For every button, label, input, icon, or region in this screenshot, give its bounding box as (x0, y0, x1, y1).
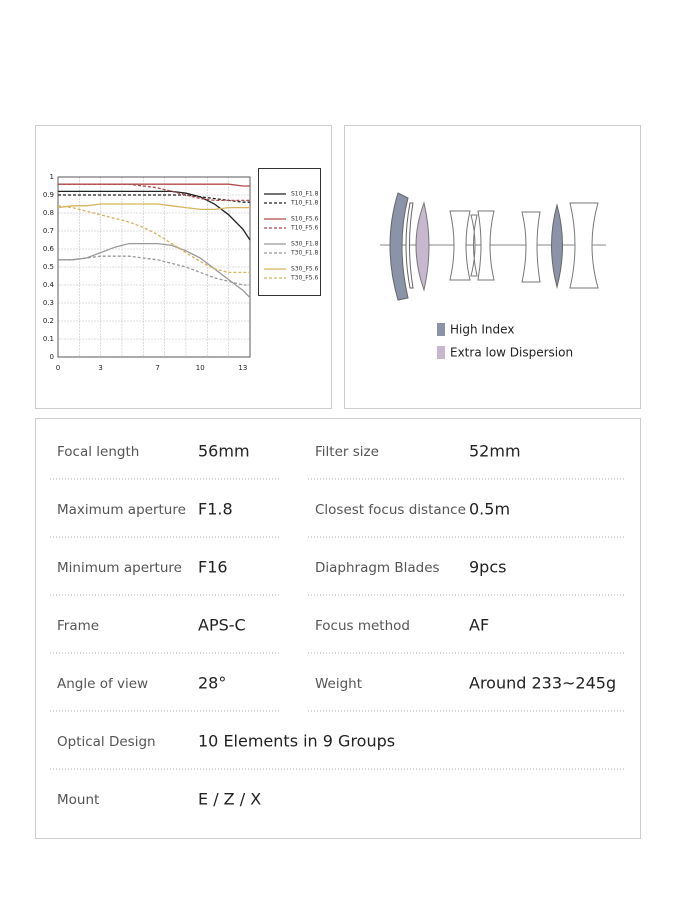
y-tick-label: 0.3 (43, 299, 54, 307)
x-tick-label: 10 (196, 364, 205, 372)
legend-label: S30_F1.8 (291, 241, 319, 248)
x-tick-label: 7 (155, 364, 159, 372)
lens-panel (344, 125, 641, 409)
legend-label: Extra low Dispersion (450, 346, 573, 360)
low-dispersion-element (415, 201, 430, 292)
lens-diagram: High Index Extra low Dispersion (380, 192, 606, 360)
spec-label: Diaphragm Blades (315, 560, 440, 576)
y-tick-label: 0.2 (43, 317, 54, 325)
series-line (58, 194, 250, 203)
spec-value: 0.5m (469, 500, 510, 519)
spec-value: 9pcs (469, 558, 506, 577)
spec-value: 56mm (198, 442, 250, 461)
series-line (57, 205, 250, 274)
legend-label: S10_F5.6 (291, 216, 319, 223)
spec-label: Optical Design (57, 734, 156, 750)
spec-value: E / Z / X (198, 790, 261, 809)
mtf-panel (35, 125, 332, 409)
series-line (58, 242, 251, 299)
lens-element (569, 202, 599, 289)
y-tick-label: 0.9 (43, 191, 54, 199)
y-tick-label: 0.5 (43, 263, 54, 271)
legend-label: T30_F1.8 (290, 250, 318, 257)
spec-value: 52mm (469, 442, 521, 461)
legend-swatch (437, 346, 445, 359)
legend-label: S30_F5.6 (291, 266, 319, 273)
spec-value: F16 (198, 558, 228, 577)
spec-value: APS-C (198, 616, 246, 635)
series-line (58, 183, 250, 202)
lens-element (477, 210, 495, 281)
high-index-element (551, 203, 563, 289)
lens-element (405, 202, 414, 289)
legend-swatch (437, 323, 445, 336)
legend-label: T30_F5.6 (290, 275, 318, 282)
legend-label: T10_F5.6 (290, 225, 318, 232)
spec-value: Around 233~245g (469, 674, 616, 693)
y-tick-label: 0.8 (43, 209, 54, 217)
spec-panel (35, 418, 641, 839)
x-tick-label: 0 (56, 364, 60, 372)
spec-label: Maximum aperture (57, 502, 186, 518)
spec-label: Focal length (57, 444, 139, 460)
y-tick-label: 0.1 (43, 335, 54, 343)
series-line (58, 190, 251, 241)
x-tick-label: 3 (98, 364, 102, 372)
y-tick-label: 0.7 (43, 227, 54, 235)
spec-label: Closest focus distance (315, 502, 466, 518)
spec-value: 10 Elements in 9 Groups (198, 732, 395, 751)
y-tick-label: 0.4 (43, 281, 55, 289)
series-line (57, 203, 250, 211)
spec-value: 28° (198, 674, 226, 693)
lens-element (470, 214, 478, 277)
legend-label: High Index (450, 323, 514, 337)
spec-label: Angle of view (57, 676, 148, 692)
legend-label: T10_F1.8 (290, 200, 318, 207)
lens-element (521, 211, 541, 283)
series-line (58, 255, 250, 286)
spec-label: Weight (315, 676, 362, 692)
legend-box (258, 168, 321, 296)
high-index-element (389, 192, 409, 301)
y-tick-label: 0.6 (43, 245, 55, 253)
spec-label: Mount (57, 792, 99, 808)
spec-label: Filter size (315, 444, 379, 460)
spec-value: AF (469, 616, 489, 635)
spec-label: Focus method (315, 618, 410, 634)
x-tick-label: 13 (238, 364, 247, 372)
spec-value: F1.8 (198, 500, 233, 519)
spec-label: Minimum aperture (57, 560, 182, 576)
lens-element (449, 210, 471, 281)
spec-label: Frame (57, 618, 99, 634)
y-tick-label: 1 (50, 173, 54, 181)
legend-label: S10_F1.8 (291, 191, 319, 198)
plot-frame (57, 176, 251, 358)
series-line (58, 183, 250, 187)
y-tick-label: 0 (50, 353, 54, 361)
